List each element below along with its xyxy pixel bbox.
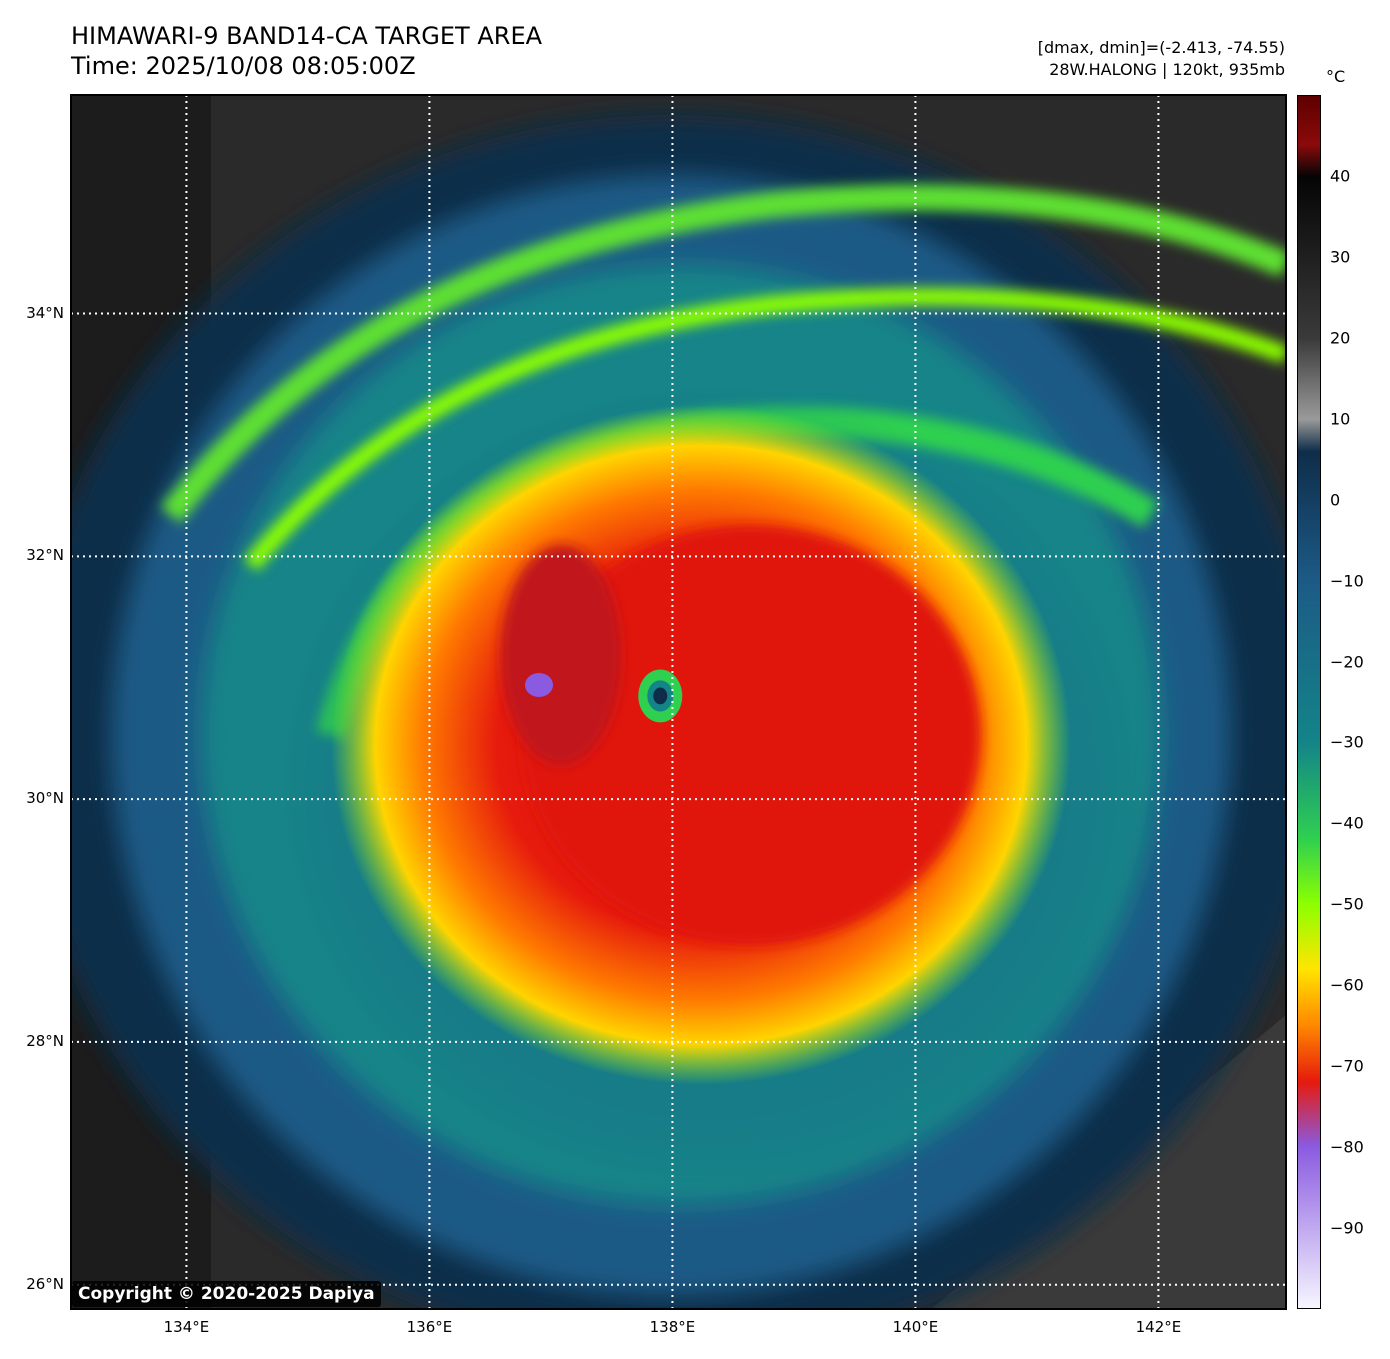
data-range: [dmax, dmin]=(-2.413, -74.55) [1037,38,1285,57]
lat-tick-label-30: 30°N [26,789,64,808]
colorbar-tick--20: −20 [1330,652,1364,672]
lon-tick-label-142: 142°E [1135,1318,1182,1336]
colorbar-tick--40: −40 [1330,813,1364,833]
colorbar-tick--50: −50 [1330,894,1364,914]
colorbar-tick--10: −10 [1330,571,1364,591]
rainband-north-outer [160,184,1286,523]
colorbar-tick-10: 10 [1330,409,1351,429]
lat-tick-label-32: 32°N [26,546,64,565]
map-canvas [71,95,1286,1309]
colorbar-tick--80: −80 [1330,1137,1364,1157]
colorbar-tick--90: −90 [1330,1218,1364,1238]
colorbar-tick-20: 20 [1330,328,1351,348]
satellite-map[interactable] [71,95,1286,1309]
colorbar [1297,95,1321,1309]
colorbar-unit: °C [1326,67,1346,86]
colorbar-tick-0: 0 [1330,490,1341,510]
storm-info: 28W.HALONG | 120kt, 935mb [1049,60,1285,79]
colorbar-tick--30: −30 [1330,732,1364,752]
lat-tick-label-34: 34°N [26,303,64,322]
cdo-core [521,525,981,945]
lon-tick-label-140: 140°E [892,1318,939,1336]
graticule [71,95,1286,1309]
lat-tick-label-26: 26°N [26,1274,64,1293]
lon-tick-label-134: 134°E [163,1318,210,1336]
image-time: Time: 2025/10/08 08:05:00Z [71,52,416,80]
copyright-notice: Copyright © 2020-2025 Dapiya [72,1281,381,1307]
colorbar-tick-30: 30 [1330,247,1351,267]
colorbar-tick-40: 40 [1330,166,1351,186]
colorbar-tick--70: −70 [1330,1056,1364,1076]
lon-tick-label-136: 136°E [406,1318,453,1336]
colorbar-tick--60: −60 [1330,975,1364,995]
eye [653,687,668,705]
convective-burst [501,545,621,765]
chart-title: HIMAWARI-9 BAND14-CA TARGET AREA [71,22,543,50]
lon-tick-label-138: 138°E [649,1318,696,1336]
lat-tick-label-28: 28°N [26,1031,64,1050]
overshooting-top [525,673,553,697]
